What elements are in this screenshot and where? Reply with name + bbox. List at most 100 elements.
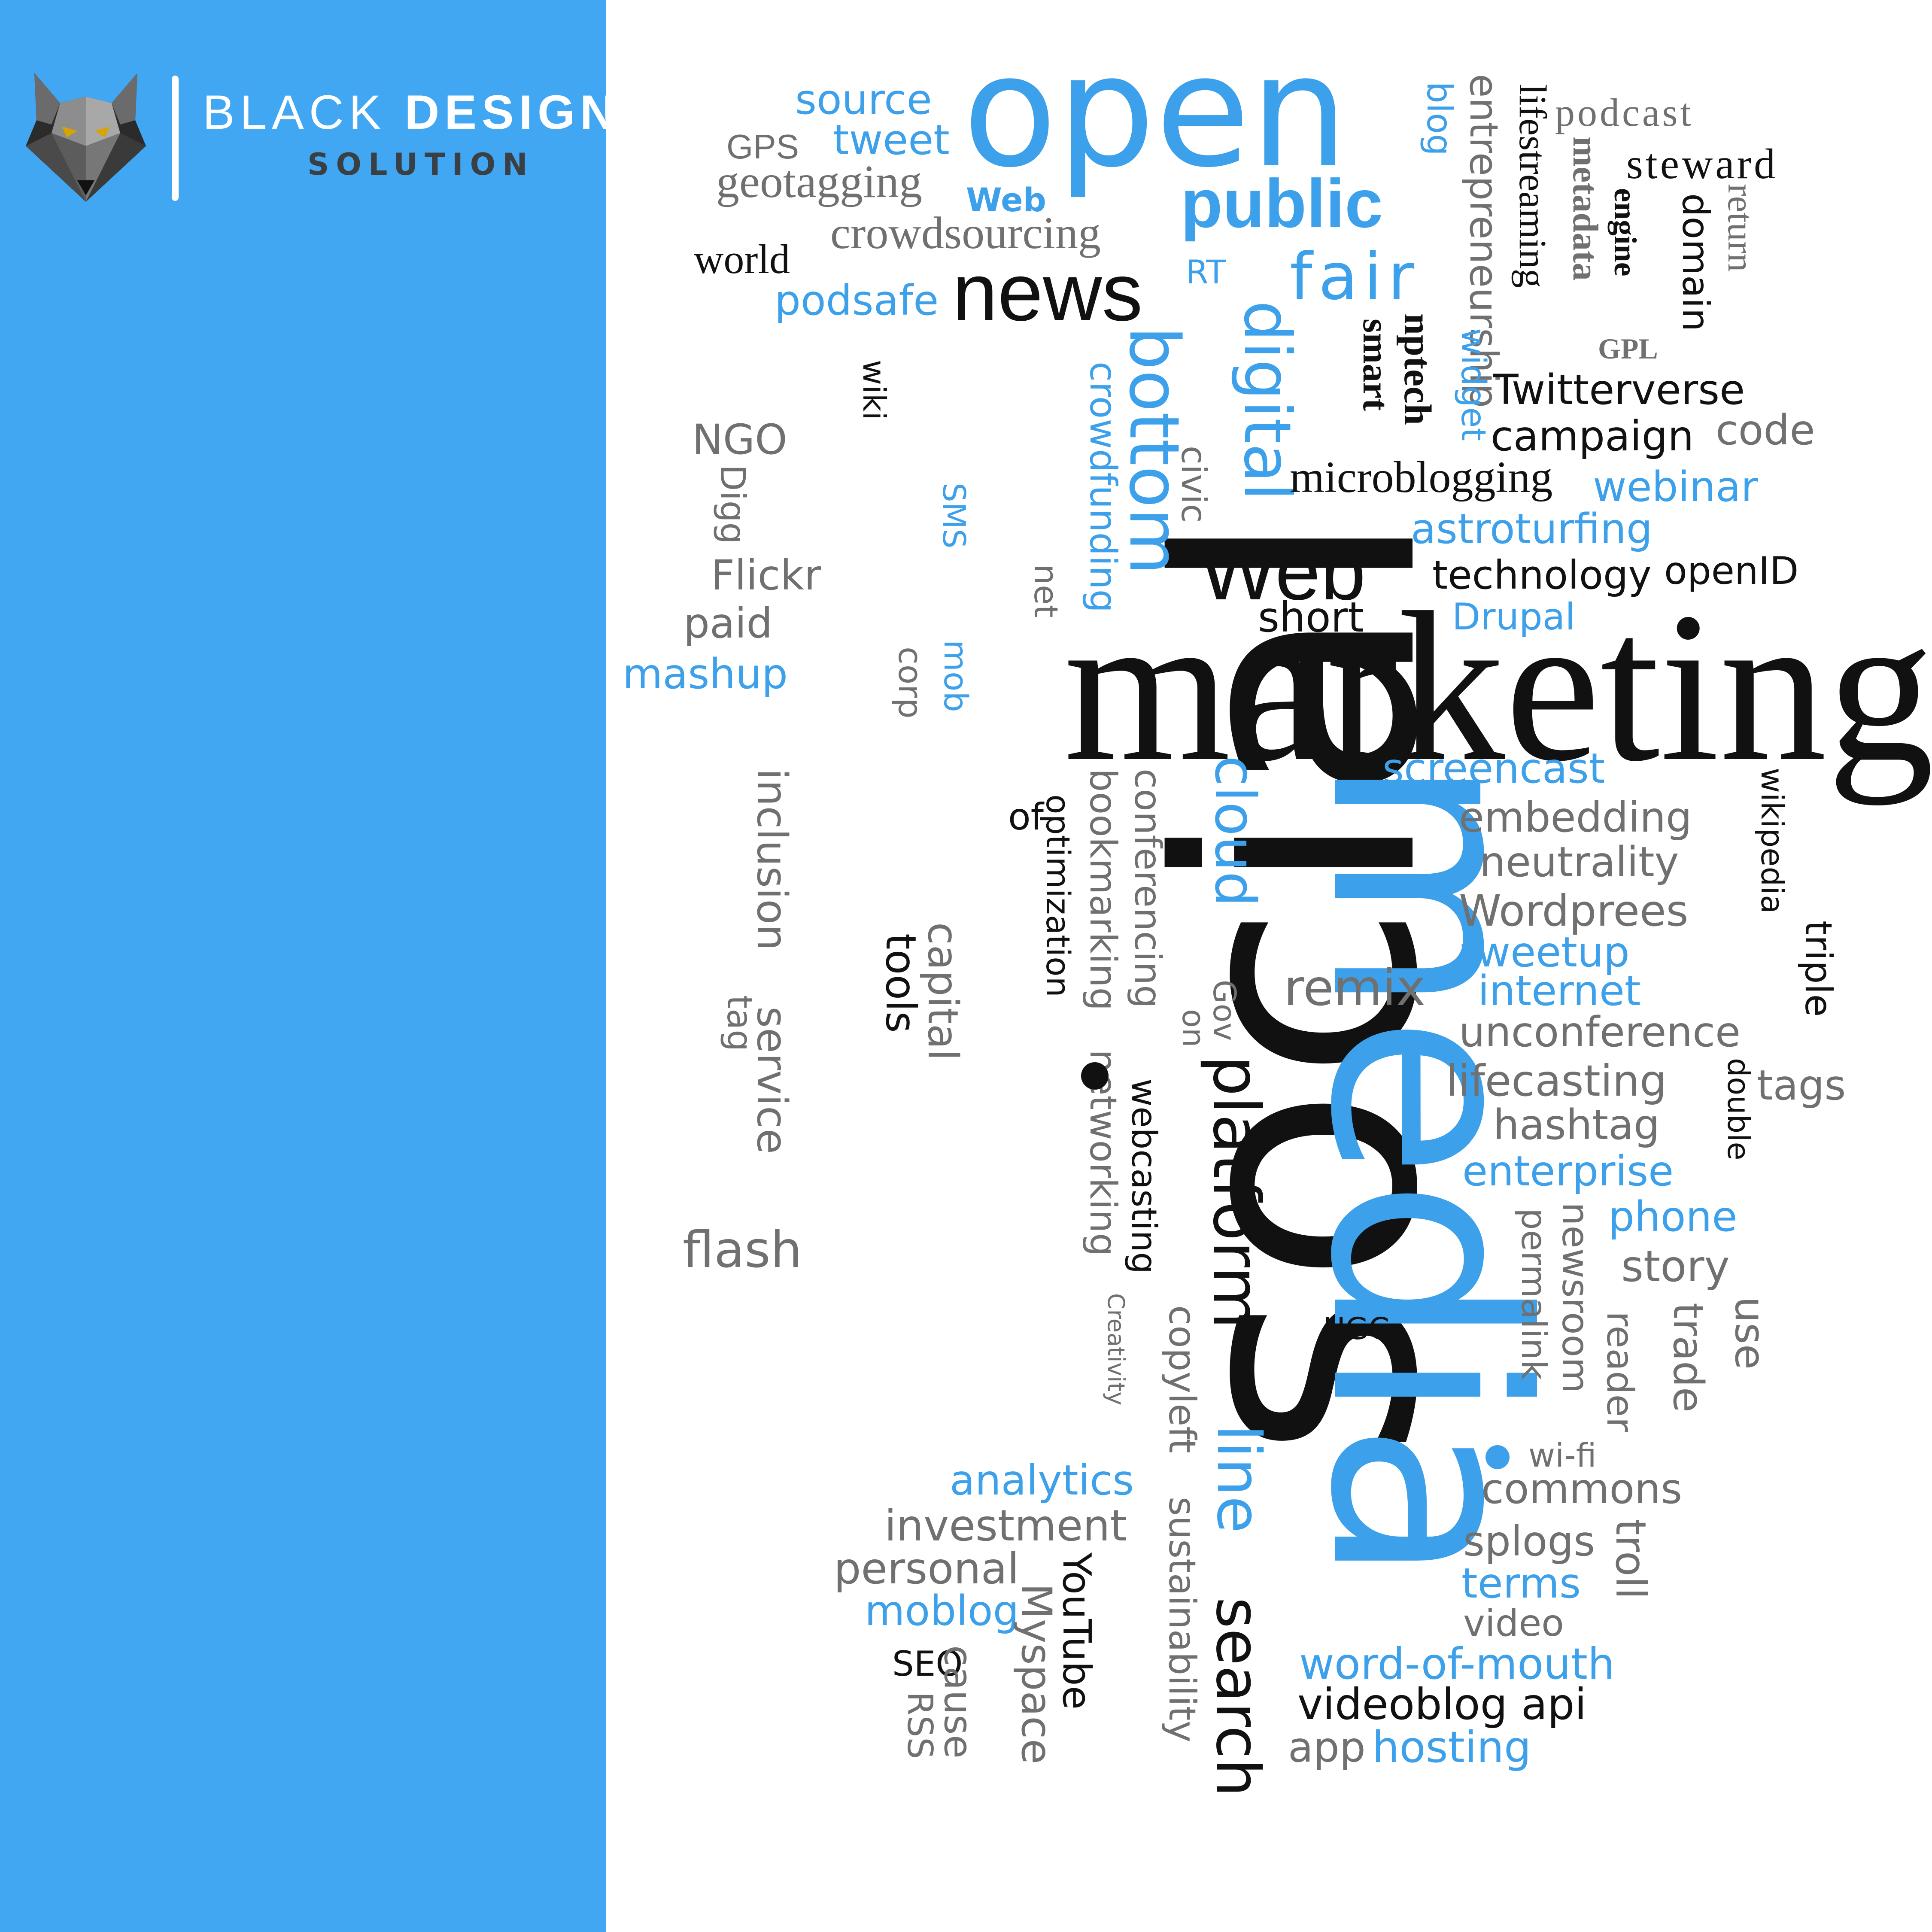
word-astroturfing: astroturfing bbox=[1411, 505, 1653, 553]
word-internet: internet bbox=[1478, 967, 1641, 1015]
word-blog: blog bbox=[1419, 82, 1459, 156]
word-web-big: Web bbox=[1200, 526, 1366, 617]
word-net: net bbox=[1027, 564, 1065, 618]
bullet-dot bbox=[1485, 1445, 1510, 1469]
word-screencast: screencast bbox=[1382, 744, 1605, 793]
word-reader: reader bbox=[1598, 1311, 1641, 1432]
word-ugc: UGC bbox=[1323, 1311, 1390, 1346]
word-ngo: NGO bbox=[692, 416, 787, 464]
word-moblog: moblog bbox=[865, 1587, 1019, 1635]
word-wifi: wi-fi bbox=[1528, 1436, 1597, 1474]
brand-tagline: SOLUTION bbox=[307, 147, 535, 182]
word-commons: commons bbox=[1481, 1465, 1683, 1513]
word-drupal: Drupal bbox=[1452, 595, 1576, 638]
word-line: line bbox=[1203, 1425, 1273, 1533]
word-sustainability: sustainability bbox=[1160, 1497, 1203, 1743]
word-triple: triple bbox=[1797, 920, 1840, 1017]
word-myspace: Myspace bbox=[1012, 1583, 1060, 1765]
word-crowdfunding: crowdfunding bbox=[1081, 361, 1124, 613]
word-newsroom: newsroom bbox=[1554, 1202, 1597, 1394]
word-technology: technology bbox=[1432, 552, 1652, 598]
word-remix: remix bbox=[1284, 959, 1426, 1017]
word-return: return bbox=[1720, 184, 1762, 272]
word-splogs: splogs bbox=[1463, 1517, 1595, 1565]
word-civic: civic bbox=[1174, 446, 1214, 523]
word-story: story bbox=[1621, 1241, 1730, 1291]
word-hashtag: hashtag bbox=[1493, 1101, 1660, 1149]
word-wiki: wiki bbox=[856, 360, 892, 420]
word-investment: investment bbox=[884, 1501, 1127, 1551]
word-smart: smart bbox=[1355, 319, 1397, 411]
word-mashup: mashup bbox=[623, 650, 788, 698]
brand-sidebar: BLACK DESIGN SOLUTION bbox=[0, 0, 615, 1932]
word-campaign: campaign bbox=[1491, 412, 1694, 460]
word-gpl: GPL bbox=[1598, 332, 1658, 365]
word-flickr: Flickr bbox=[711, 551, 821, 599]
word-mob: mob bbox=[937, 640, 975, 712]
logo-divider bbox=[172, 76, 179, 201]
word-permalink: permalink bbox=[1514, 1208, 1554, 1380]
word-nptech: nptech bbox=[1396, 313, 1439, 425]
word-podsafe: podsafe bbox=[775, 276, 939, 325]
word-microblogging: microblogging bbox=[1290, 453, 1553, 502]
word-personal: personal bbox=[834, 1543, 1019, 1594]
word-word-of-mouth: word-of-mouth bbox=[1299, 1639, 1615, 1689]
word-enterprise: enterprise bbox=[1462, 1147, 1674, 1195]
word-short: short bbox=[1258, 593, 1364, 641]
word-digg: Digg bbox=[713, 465, 753, 544]
word-openid: openID bbox=[1664, 549, 1799, 593]
word-flash: flash bbox=[683, 1221, 802, 1279]
word-tweet: tweet bbox=[833, 116, 950, 164]
word-web-small: Web bbox=[966, 181, 1047, 219]
word-rt: RT bbox=[1186, 253, 1226, 291]
word-gps: GPS bbox=[726, 128, 799, 166]
word-gov: Gov bbox=[1206, 980, 1242, 1041]
word-steward: steward bbox=[1626, 140, 1778, 188]
word-webinar: webinar bbox=[1593, 463, 1758, 511]
word-cause: cause bbox=[936, 1645, 981, 1759]
word-analytics: analytics bbox=[950, 1456, 1134, 1504]
word-inclusion: inclusion bbox=[748, 769, 796, 951]
word-engine: engine bbox=[1607, 188, 1643, 276]
brand-name: BLACK DESIGN bbox=[203, 88, 620, 137]
word-search: search bbox=[1203, 1597, 1273, 1797]
word-video: video bbox=[1463, 1602, 1564, 1645]
word-conferencing: conferencing bbox=[1126, 769, 1169, 1009]
word-code: code bbox=[1716, 406, 1815, 454]
word-videoblog-api: videoblog api bbox=[1297, 1679, 1587, 1729]
word-cloud: social marketing media open news public … bbox=[606, 0, 1932, 1932]
word-lifestreaming: lifestreaming bbox=[1511, 84, 1554, 288]
word-use: use bbox=[1726, 1297, 1774, 1370]
word-open: open bbox=[963, 21, 1349, 201]
word-tweetup: tweetup bbox=[1461, 928, 1630, 976]
word-creativity: Creativity bbox=[1103, 1293, 1130, 1406]
word-of: of bbox=[1008, 796, 1044, 838]
word-seo: SEO bbox=[892, 1644, 963, 1684]
word-cloud: cloud bbox=[1203, 756, 1268, 907]
word-platform: platform bbox=[1199, 1055, 1273, 1329]
word-terms: terms bbox=[1461, 1559, 1581, 1607]
word-world: world bbox=[694, 236, 790, 282]
word-source: source bbox=[795, 76, 932, 124]
word-paid: paid bbox=[683, 599, 773, 647]
word-on: on bbox=[1176, 1009, 1212, 1048]
word-trade: trade bbox=[1664, 1303, 1712, 1413]
word-metadata: metadata bbox=[1565, 137, 1605, 281]
word-tag: tag bbox=[720, 995, 759, 1052]
word-hosting: hosting bbox=[1372, 1722, 1531, 1772]
word-copyleft: copyleft bbox=[1160, 1305, 1203, 1453]
word-geotagging: geotagging bbox=[716, 156, 922, 207]
word-app: app bbox=[1288, 1723, 1366, 1771]
word-crowdsourcing: crowdsourcing bbox=[830, 208, 1101, 258]
word-rss: RSS bbox=[900, 1692, 940, 1759]
word-public: public bbox=[1181, 165, 1383, 242]
brand-name-light: BLACK bbox=[203, 85, 386, 139]
word-news: news bbox=[952, 247, 1143, 338]
word-troll: troll bbox=[1607, 1519, 1655, 1600]
word-tags: tags bbox=[1757, 1061, 1846, 1109]
word-tools: tools bbox=[877, 933, 925, 1033]
brand-name-bold: DESIGN bbox=[404, 85, 620, 139]
word-unconference: unconference bbox=[1459, 1008, 1741, 1056]
word-corp: corp bbox=[891, 647, 930, 719]
